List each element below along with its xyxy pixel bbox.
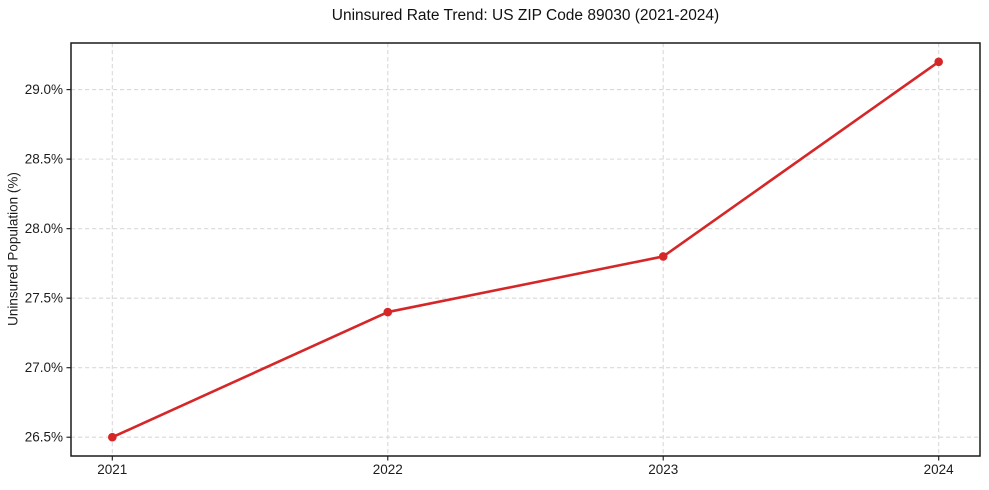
- y-tick-label: 28.5%: [25, 152, 63, 167]
- y-tick-label: 26.5%: [25, 430, 63, 445]
- data-point: [383, 307, 393, 317]
- data-point: [934, 57, 943, 67]
- trend-line: [111, 60, 940, 439]
- x-tick-label: 2023: [648, 462, 678, 477]
- x-tick-label: 2024: [924, 462, 955, 477]
- y-tick-label: 29.0%: [25, 82, 63, 97]
- x-tick-label: 2021: [97, 462, 127, 477]
- data-point: [658, 252, 668, 261]
- chart-title: Uninsured Rate Trend: US ZIP Code 89030 …: [331, 7, 720, 24]
- y-tick-label: 27.5%: [25, 291, 63, 306]
- x-tick-label: 2022: [373, 462, 403, 477]
- plot-border: [70, 42, 981, 457]
- data-point: [108, 432, 117, 442]
- y-tick-label: 27.0%: [25, 360, 63, 375]
- y-tick-label: 28.0%: [25, 221, 63, 236]
